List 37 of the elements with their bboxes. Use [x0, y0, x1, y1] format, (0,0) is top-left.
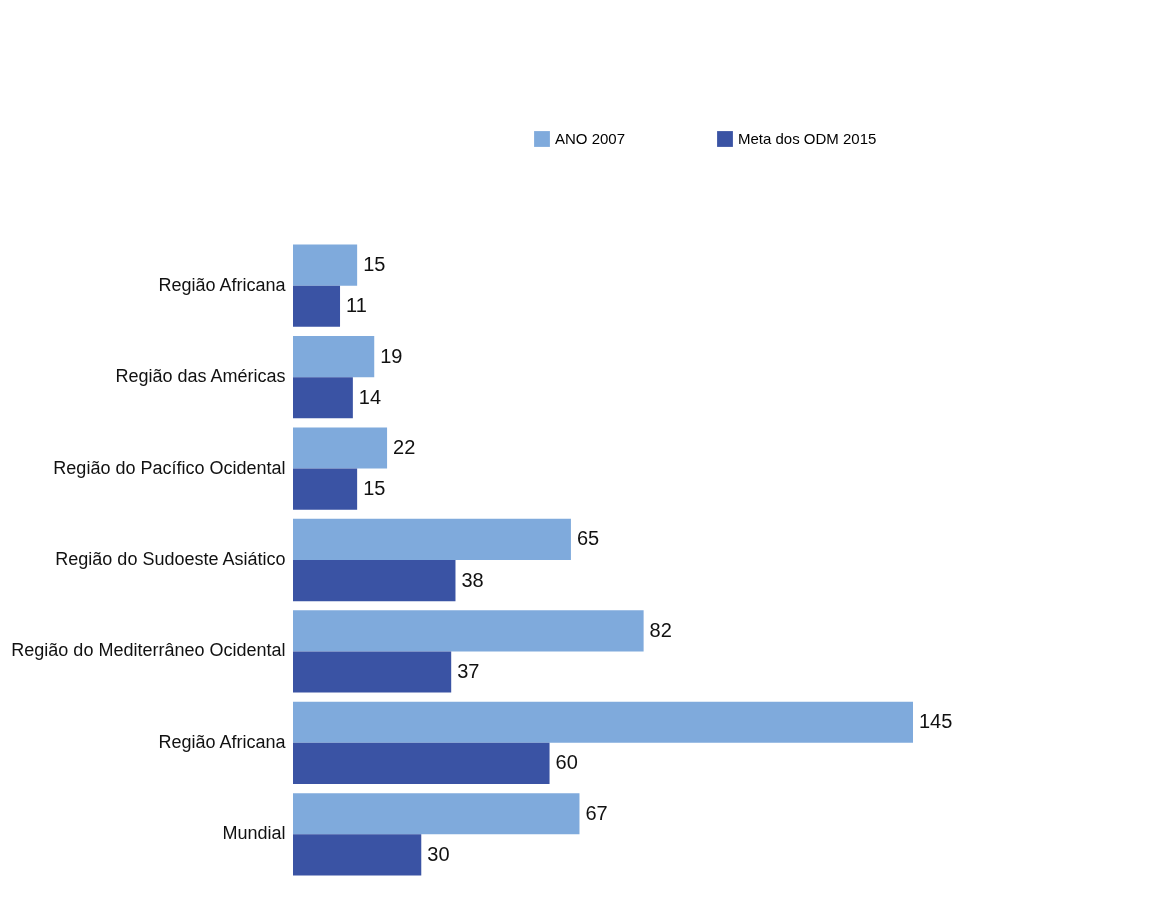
data-label: 30 [427, 842, 450, 865]
data-label: 14 [358, 385, 382, 408]
bar [293, 336, 375, 378]
bar [293, 244, 358, 286]
bar [293, 518, 571, 560]
data-label: 67 [585, 801, 608, 824]
legend-label: Meta dos ODM 2015 [738, 130, 877, 147]
bar [293, 560, 456, 602]
bar [293, 427, 388, 469]
data-label: 15 [363, 253, 386, 276]
y-tick-label: Região do Pacífico Ocidental [53, 457, 286, 478]
data-label: 37 [457, 660, 480, 682]
data-label: 82 [649, 618, 672, 641]
bar [293, 377, 353, 419]
bar [293, 793, 580, 835]
bar [293, 651, 452, 693]
y-tick-label: Região do Mediterrâneo Ocidental [11, 640, 286, 661]
bar [293, 834, 422, 876]
bar [293, 701, 913, 743]
data-label: 60 [555, 751, 578, 774]
bar [293, 468, 358, 510]
y-tick-label: Região do Sudoeste Asiático [55, 549, 286, 569]
bar [293, 285, 341, 327]
data-label: 15 [363, 477, 386, 500]
y-tick-label: Região das Américas [115, 366, 286, 387]
data-label: 22 [393, 436, 416, 458]
bar [293, 742, 550, 784]
y-tick-label: Mundial [222, 823, 286, 844]
y-tick-label: Região Africana [158, 731, 287, 752]
y-tick-label: Região Africana [158, 274, 287, 295]
data-label: 65 [576, 527, 600, 550]
data-label: 19 [380, 344, 403, 367]
data-label: 11 [346, 294, 367, 317]
bar [293, 610, 644, 652]
legend-label: ANO 2007 [555, 130, 626, 147]
data-label: 145 [919, 710, 953, 733]
data-label: 38 [461, 568, 484, 591]
